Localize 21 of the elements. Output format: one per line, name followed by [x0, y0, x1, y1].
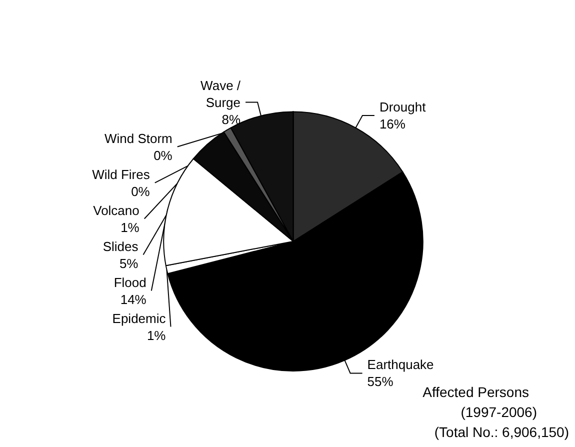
text: Affected Persons: [422, 384, 530, 400]
slice-label: Drought: [379, 100, 426, 115]
data-label: 55%: [367, 374, 394, 390]
text: 0%: [154, 148, 172, 163]
data-label: 1%: [146, 328, 166, 343]
slice-label: Volcano: [93, 202, 140, 218]
slice-label: Flood: [114, 274, 146, 290]
slice-label: Slides: [102, 238, 139, 254]
category-label: Wild Fires: [92, 166, 150, 182]
slice-label: Earthquake: [367, 357, 434, 372]
slice-label: Epidemic: [112, 310, 166, 326]
text: (Total No.: 6,906,150): [434, 424, 570, 440]
text: (1997-2006): [460, 404, 538, 420]
data-label: 8%: [222, 112, 241, 127]
slice-label: Wave / Surge: [200, 78, 241, 110]
category-label: Wind Storm: [104, 130, 172, 146]
data-label: 14%: [120, 292, 147, 307]
data-label: 5%: [119, 256, 139, 271]
data-label: 1%: [120, 220, 140, 235]
data-label: 16%: [379, 116, 406, 132]
text: 0%: [131, 184, 150, 199]
